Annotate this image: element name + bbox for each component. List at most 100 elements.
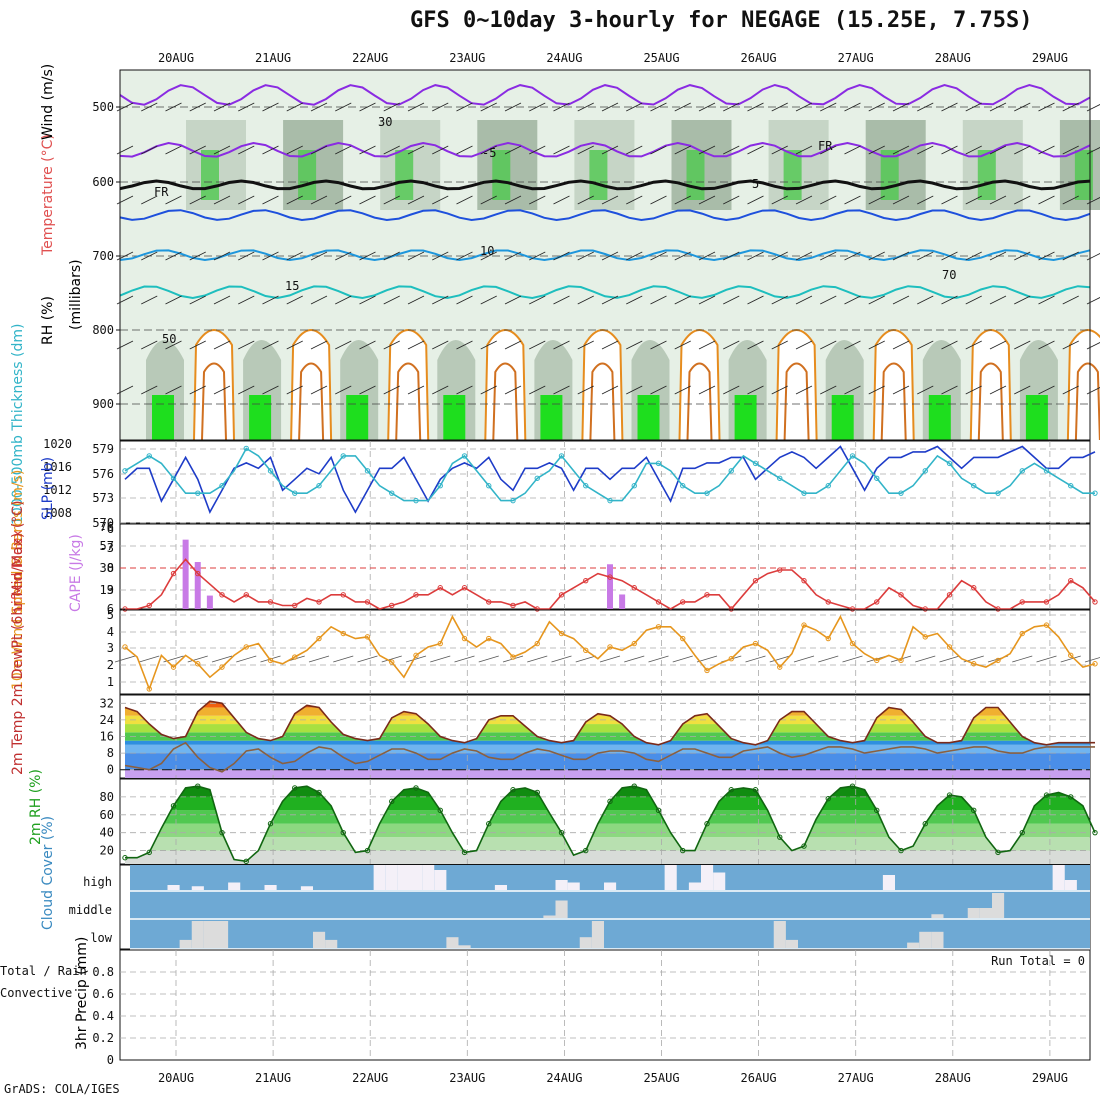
high-cloud-bar (604, 882, 617, 890)
temp-band (125, 753, 1090, 770)
wind-speed-line-point (704, 667, 710, 674)
rh-line-point (655, 807, 662, 814)
wind-barb (480, 340, 497, 350)
wind-barb (698, 195, 716, 205)
wind-barb (941, 251, 958, 261)
cape-axis-label: CAPE (J/kg) (68, 534, 84, 612)
wind-barb (674, 385, 691, 395)
wind-barb (238, 385, 255, 395)
wind-barb (1014, 340, 1031, 350)
temp-contour-minus10 (119, 83, 1091, 106)
wind-barb (917, 340, 934, 350)
surface-wind-barb (1036, 655, 1057, 663)
wind-barb (795, 145, 813, 155)
wind-barb (504, 195, 522, 205)
wind-barb (626, 385, 643, 395)
rh-line-point (267, 821, 274, 827)
wind-barb (335, 340, 352, 350)
wind-barb (335, 251, 352, 261)
temperature-contour-label: 5 (752, 177, 759, 191)
wind-barb (1014, 295, 1031, 305)
wind-barb (286, 295, 303, 305)
rh-band (125, 810, 1090, 824)
wind-barb (432, 145, 449, 155)
thickness-tick-label: 573 (92, 491, 114, 505)
wind-barb (553, 385, 570, 395)
wind-barb (529, 340, 546, 350)
wind-barb (480, 295, 497, 305)
wind-speed-line-point (486, 635, 492, 642)
wind-barb (262, 102, 279, 112)
wind-barb (650, 385, 667, 395)
wind-barb (359, 102, 376, 112)
wind-barb (868, 385, 885, 395)
wind-barb (335, 295, 352, 305)
wind-barb (310, 145, 328, 155)
lifted-index-line-point (898, 592, 904, 598)
high-cloud-bar (1052, 865, 1065, 890)
rh-fill (125, 786, 1090, 864)
chart-title: GFS 0~10day 3-hourly for NEGAGE (15.25E,… (410, 8, 1033, 33)
wind-barb (844, 195, 861, 205)
wind-barb (601, 251, 619, 261)
rh-line-point (316, 789, 322, 796)
wind-barb (1062, 340, 1079, 350)
warm-plume-inner (395, 362, 422, 441)
warm-plume (193, 329, 235, 441)
wind-speed-line-point (316, 635, 322, 642)
wind-barb (213, 385, 231, 395)
wind-barb (723, 195, 740, 205)
thickness-line-point (170, 475, 177, 481)
date-tick-top: 24AUG (546, 51, 582, 65)
wind-barb (553, 195, 570, 205)
wind-barb (917, 102, 934, 112)
lifted-index-line-point (437, 585, 443, 591)
high-cloud-bar (397, 865, 410, 890)
wind-barb (771, 195, 788, 205)
wind-barb (601, 295, 619, 305)
middle-cloud-bar (555, 900, 568, 918)
wind-barb (577, 295, 594, 305)
wind-barb (892, 385, 910, 395)
middle-cloud-bar (931, 914, 944, 918)
wind-barb (310, 385, 328, 395)
wind-speed-line-point (631, 640, 637, 647)
wind-barb (480, 251, 497, 261)
wind-barb (553, 102, 570, 112)
low-cloud-bar (773, 921, 786, 948)
wind-barb (844, 385, 861, 395)
wind-barb (480, 145, 497, 155)
thickness-line-point (874, 475, 880, 481)
middle-cloud-bar (543, 915, 556, 918)
surface-wind-barb (114, 655, 136, 663)
wind-barb (868, 102, 885, 112)
wind-barb (456, 295, 473, 305)
wind-barb (1062, 385, 1079, 395)
wind-speed-line-point (995, 657, 1001, 664)
wind-barb (504, 385, 522, 395)
wind-barb (626, 102, 643, 112)
high-cloud-bar (422, 865, 435, 890)
low-cloud-bar (579, 937, 592, 948)
wind-barb (504, 251, 522, 261)
wind-barb (310, 195, 328, 205)
date-tick-bottom: 29AUG (1032, 1071, 1068, 1085)
pressure-tick-label: 800 (92, 323, 114, 337)
wind-barb (868, 195, 885, 205)
wind-barb (965, 145, 982, 155)
wind-barb (892, 340, 910, 350)
low-cloud-bar (313, 931, 326, 948)
wind-barb (238, 102, 255, 112)
wind-barb (165, 340, 182, 350)
warm-plume-inner (589, 362, 616, 441)
wind-barb (917, 295, 934, 305)
thickness-line-point (922, 468, 928, 474)
wind-barb (844, 251, 861, 261)
middle-cloud-bar (992, 893, 1005, 918)
rh-line-point (1092, 829, 1098, 836)
thickness-tick-label: 579 (92, 442, 114, 456)
freezing-label: FR (154, 185, 169, 199)
wind-barb (141, 385, 158, 395)
precip-panel: 0 0.2 0.4 0.6 0.8 Run Total = 0 Total / Rain Co… (0, 937, 1091, 1067)
